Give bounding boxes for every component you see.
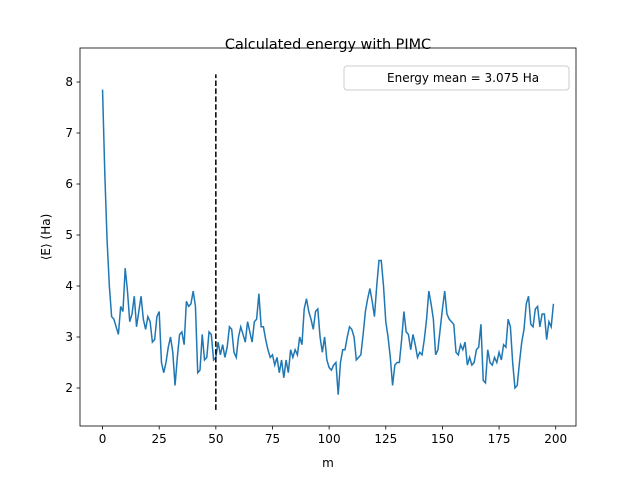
x-tick-label: 200 (544, 432, 567, 446)
x-tick-label: 125 (374, 432, 397, 446)
plot-frame (79, 47, 577, 427)
x-tick-label: 100 (318, 432, 341, 446)
legend-label: Energy mean = 3.075 Ha (387, 71, 539, 85)
x-tick-label: 175 (488, 432, 511, 446)
x-tick-label: 0 (99, 432, 107, 446)
x-axis-label: m (322, 456, 334, 470)
chart-title: Calculated energy with PIMC (225, 37, 431, 53)
y-tick-label: 8 (65, 75, 73, 89)
x-tick-label: 50 (208, 432, 223, 446)
y-tick-label: 5 (65, 228, 73, 242)
y-axis-label: ⟨E⟩ (Ha) (39, 214, 53, 261)
x-tick-label: 25 (152, 432, 167, 446)
y-tick-label: 4 (65, 279, 73, 293)
data-line (101, 89, 555, 395)
y-tick-label: 6 (65, 177, 73, 191)
legend-box (343, 65, 570, 91)
y-tick-label: 3 (65, 330, 73, 344)
y-tick-label: 2 (65, 381, 73, 395)
x-tick-label: 150 (431, 432, 454, 446)
y-tick-label: 7 (65, 126, 73, 140)
x-tick-label: 75 (265, 432, 280, 446)
